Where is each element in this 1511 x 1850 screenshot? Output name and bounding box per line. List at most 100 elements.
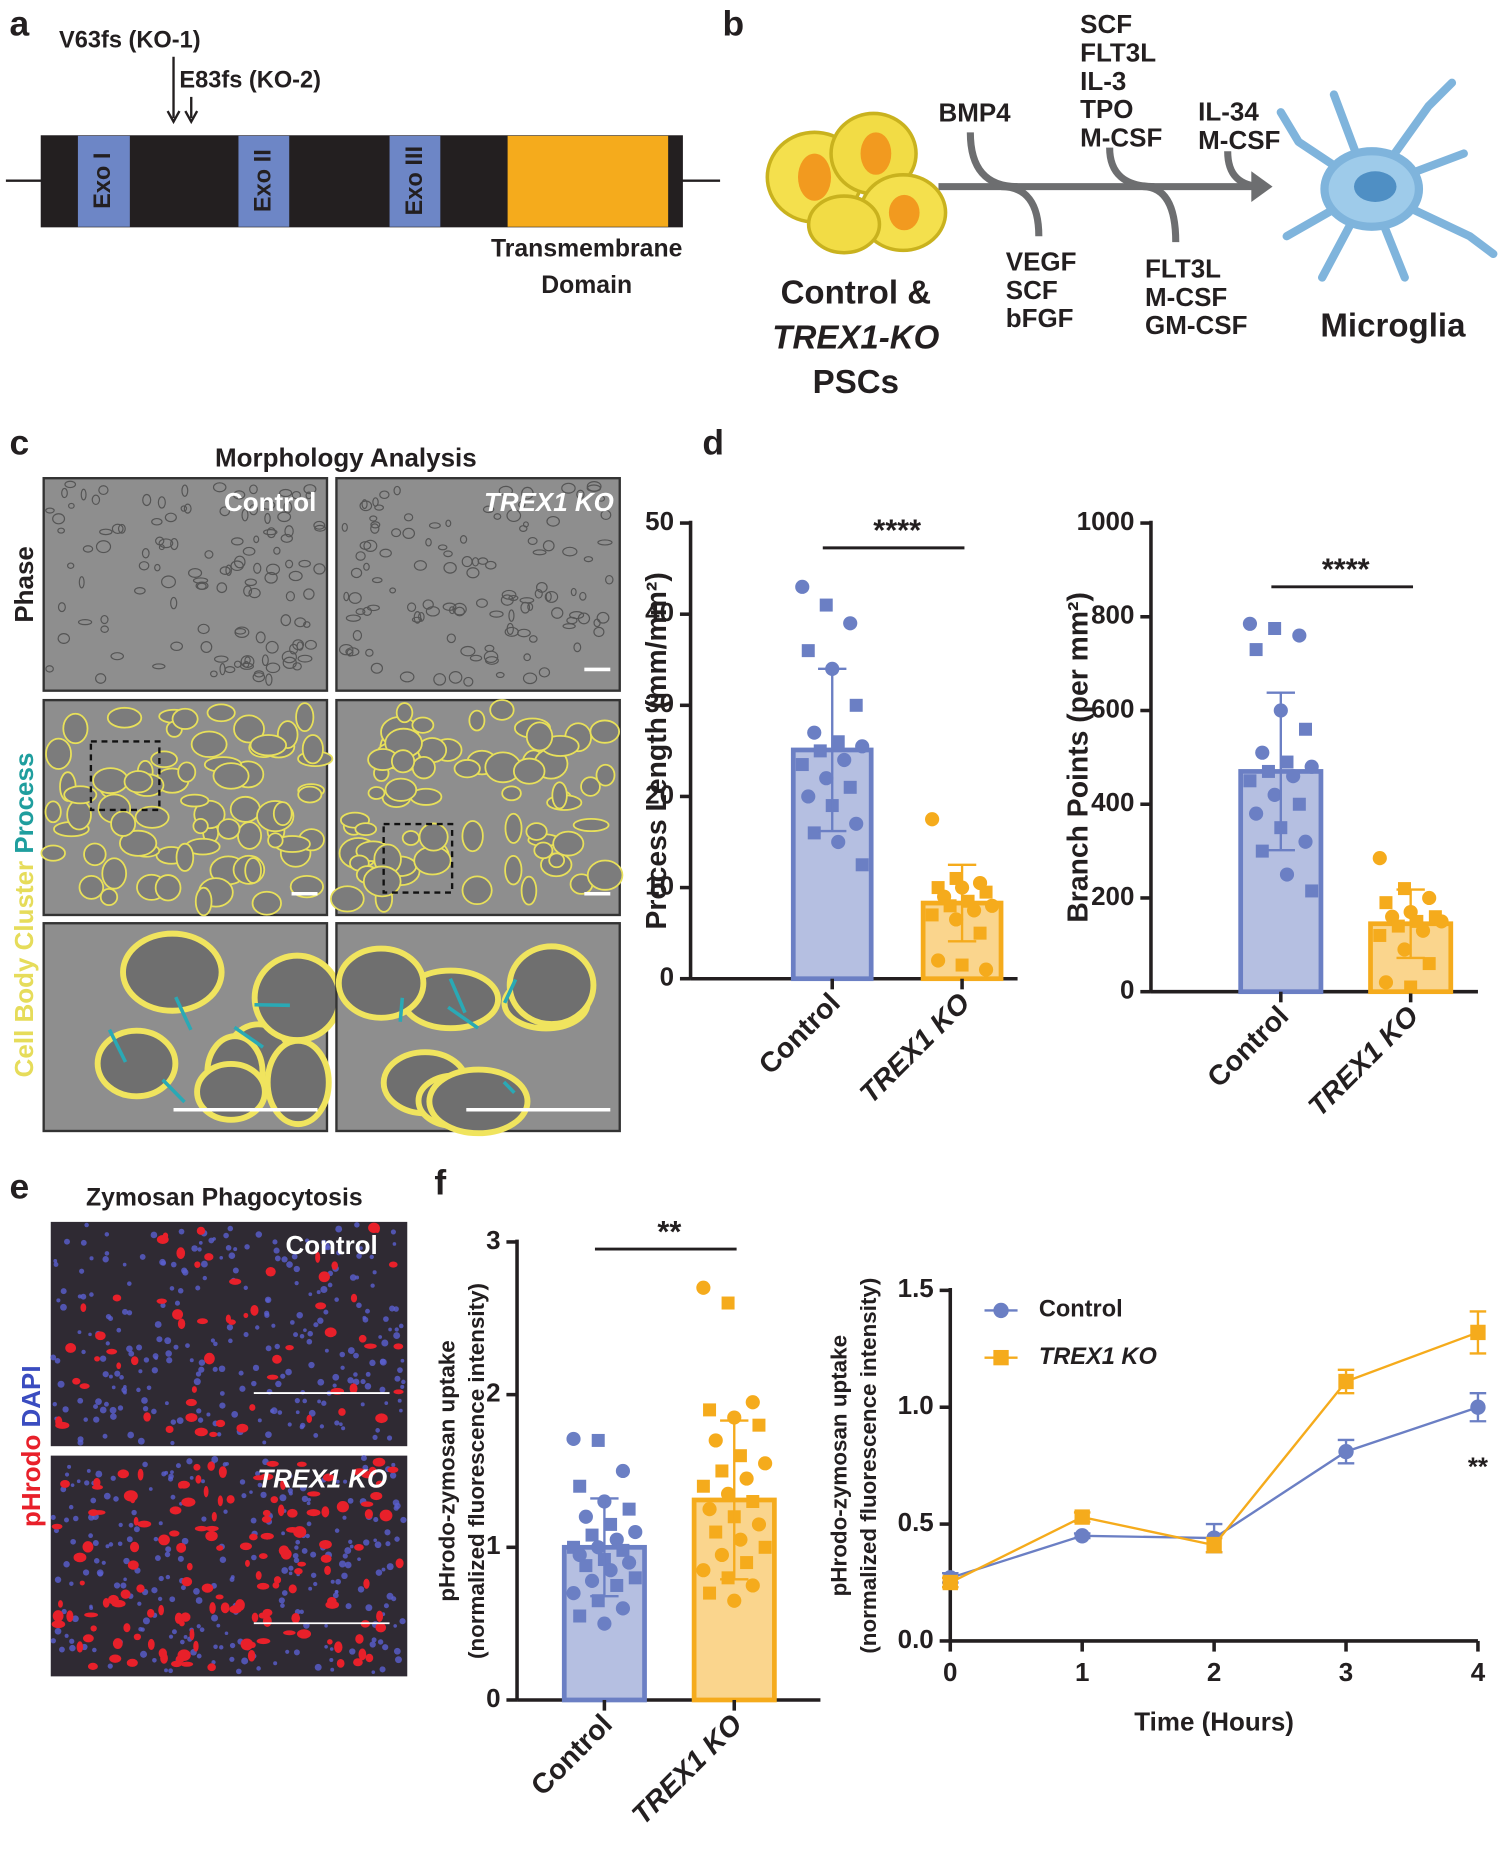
data-point bbox=[973, 926, 987, 940]
data-point bbox=[1404, 980, 1418, 994]
y-tick-label: 50 bbox=[645, 506, 674, 536]
nucleus bbox=[213, 1341, 218, 1347]
phagocyte bbox=[123, 1623, 131, 1633]
nucleus bbox=[293, 1265, 300, 1273]
nucleus bbox=[255, 1471, 260, 1477]
nucleus bbox=[330, 1667, 335, 1672]
phagocyte bbox=[262, 1615, 272, 1627]
end-label: Microglia bbox=[1320, 308, 1466, 345]
nucleus bbox=[170, 1261, 177, 1268]
data-point bbox=[931, 953, 946, 968]
phagocyte bbox=[278, 1545, 290, 1556]
nucleus bbox=[73, 1515, 79, 1522]
x-axis-label: Time (Hours) bbox=[1134, 1707, 1294, 1737]
nucleus bbox=[256, 1666, 261, 1671]
legend-label: TREX1 KO bbox=[1039, 1344, 1157, 1370]
nucleus bbox=[299, 1484, 307, 1492]
cell bbox=[459, 535, 468, 544]
nucleus bbox=[319, 1424, 325, 1429]
data-point bbox=[1415, 923, 1431, 938]
factor-label: IL-34 bbox=[1198, 97, 1259, 127]
nucleus bbox=[76, 1479, 81, 1484]
nucleus bbox=[314, 1663, 322, 1671]
nucleus bbox=[64, 1633, 69, 1638]
nucleus bbox=[394, 1375, 401, 1382]
nucleus bbox=[236, 1668, 242, 1675]
cell bbox=[188, 568, 203, 578]
column-label: Control bbox=[224, 487, 316, 517]
nucleus bbox=[393, 1647, 401, 1655]
cell bbox=[359, 541, 372, 550]
nucleus bbox=[290, 1320, 295, 1325]
nucleus bbox=[320, 1285, 328, 1294]
phagocyte bbox=[360, 1501, 374, 1507]
cell bbox=[522, 521, 529, 528]
panel-title: Zymosan Phagocytosis bbox=[86, 1184, 363, 1211]
nucleus bbox=[211, 1614, 219, 1622]
nucleus bbox=[165, 1546, 172, 1553]
phagocyte bbox=[79, 1580, 85, 1586]
nucleus bbox=[335, 1578, 341, 1585]
data-point bbox=[578, 1509, 593, 1524]
cell bbox=[517, 628, 531, 638]
cell bbox=[200, 641, 213, 654]
cell bbox=[425, 606, 440, 617]
cell bbox=[443, 550, 453, 558]
nucleus bbox=[241, 1493, 247, 1499]
nucleus bbox=[197, 1247, 202, 1252]
nucleus bbox=[281, 1567, 289, 1574]
cell bbox=[234, 628, 247, 635]
cell bbox=[233, 555, 246, 569]
phagocyte bbox=[286, 1526, 300, 1533]
cell bbox=[446, 633, 456, 644]
cluster bbox=[194, 1060, 268, 1123]
nucleus bbox=[400, 1358, 405, 1363]
phagocyte bbox=[92, 1510, 106, 1515]
data-point bbox=[807, 826, 821, 840]
nucleus bbox=[273, 1247, 280, 1254]
data-point bbox=[566, 1431, 581, 1446]
data-point bbox=[1298, 834, 1313, 849]
cell bbox=[393, 485, 401, 496]
phagocyte bbox=[181, 1497, 196, 1507]
nucleus bbox=[348, 1539, 353, 1544]
factor-label: IL-3 bbox=[1080, 66, 1126, 96]
annotation: ** bbox=[1468, 1452, 1489, 1482]
phagocyte bbox=[353, 1658, 363, 1667]
nucleus bbox=[177, 1288, 184, 1294]
nucleus bbox=[67, 1464, 72, 1469]
phagocyte bbox=[58, 1600, 63, 1608]
nucleus bbox=[278, 1597, 285, 1604]
cell bbox=[583, 556, 594, 563]
phagocyte bbox=[387, 1466, 399, 1473]
data-point bbox=[622, 1502, 636, 1516]
phagocyte bbox=[270, 1496, 279, 1504]
nucleus bbox=[99, 1406, 107, 1414]
phagocyte bbox=[250, 1304, 259, 1316]
nucleus bbox=[50, 1514, 56, 1520]
nucleus bbox=[399, 1408, 403, 1413]
cell bbox=[399, 671, 415, 683]
data-point bbox=[1268, 622, 1282, 635]
phagocyte bbox=[120, 1589, 131, 1599]
nucleus bbox=[281, 1590, 288, 1596]
process bbox=[398, 997, 405, 1022]
nucleus bbox=[168, 1668, 173, 1674]
cell bbox=[249, 484, 258, 495]
nucleus bbox=[369, 1359, 376, 1366]
nucleus bbox=[60, 1303, 67, 1311]
phagocyte bbox=[196, 1226, 206, 1235]
phagocyte bbox=[127, 1560, 139, 1570]
decoration bbox=[50, 1221, 408, 1677]
cell bbox=[95, 673, 107, 684]
x-tick-label: 1 bbox=[1075, 1657, 1089, 1687]
cluster bbox=[101, 857, 128, 890]
marker bbox=[1338, 1443, 1354, 1460]
nucleus bbox=[375, 1569, 383, 1576]
cell bbox=[68, 502, 75, 509]
data-point bbox=[708, 1433, 723, 1448]
nucleus bbox=[388, 1327, 392, 1332]
panel-title: Morphology Analysis bbox=[215, 442, 477, 472]
cell bbox=[305, 491, 313, 500]
nucleus bbox=[398, 1323, 404, 1329]
